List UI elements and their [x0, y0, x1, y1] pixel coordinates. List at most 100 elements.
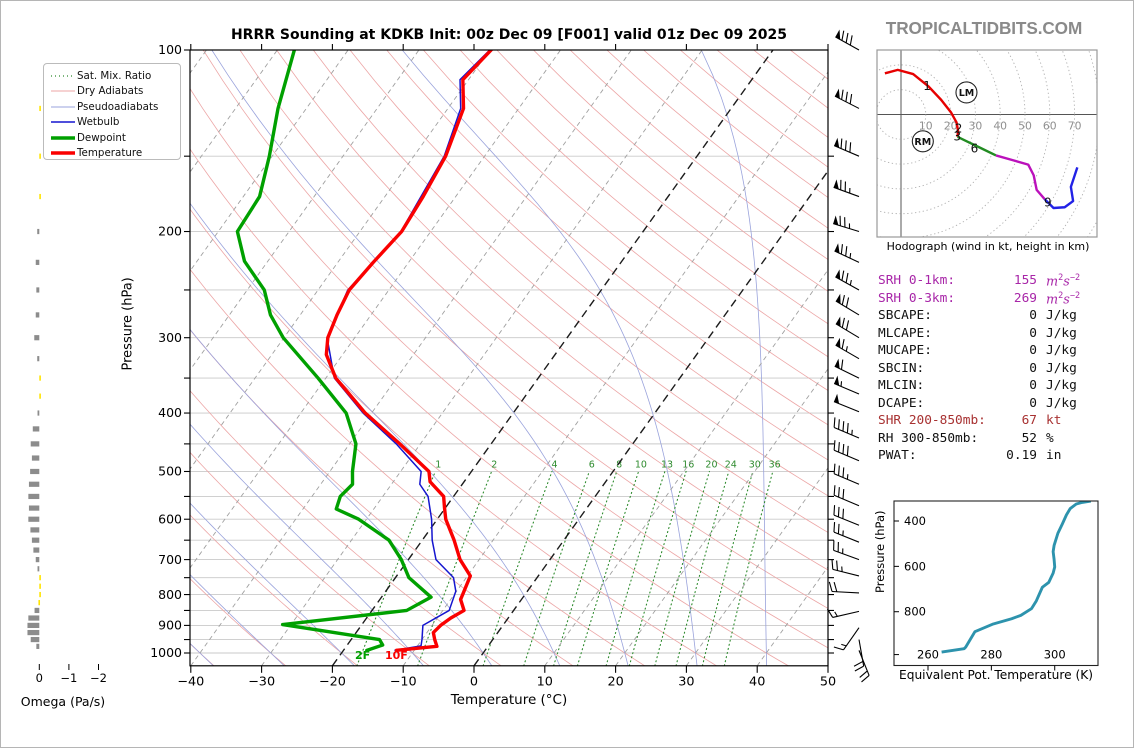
temperature-tick-label: −20 [319, 674, 346, 689]
hodograph-km-label: 2 [955, 121, 963, 135]
index-row-dcape: DCAPE: 0 J/kg [878, 396, 1098, 414]
legend-item-temperature: Temperature [44, 146, 180, 161]
mixing-ratio-label: 20 [705, 460, 717, 471]
barb-flag [834, 243, 840, 254]
legend-item-label: Dry Adiabats [77, 85, 144, 97]
index-label: PWAT: [878, 448, 917, 463]
omega-bar [34, 335, 40, 341]
pseudoadiabats-swatch [51, 106, 75, 107]
theta-e-curve [941, 501, 1092, 654]
pseudoadiabat-line [700, 50, 768, 666]
pressure-tick-label: 900 [158, 618, 182, 633]
legend-item-label: Temperature [77, 147, 143, 159]
hodograph-km-label: 3 [953, 129, 961, 143]
dry-adiabat-line [459, 50, 828, 358]
temperature-tick-label: 20 [607, 674, 623, 689]
skewt-plot-area: 1 2 4 6 8 10 13 16 20 24 30 36 [190, 50, 828, 666]
index-label: RH 300-850mb: [878, 430, 979, 446]
omega-bar [39, 375, 41, 381]
omega-bar [39, 393, 41, 399]
barb-flag [835, 269, 841, 280]
hodograph-km-label: 9 [1044, 195, 1052, 209]
temperature-curve [324, 50, 493, 653]
temperature-tick-label: −40 [177, 674, 204, 689]
wind-barb [833, 505, 860, 526]
index-unit: J/kg [1046, 378, 1077, 393]
temperature-tick-label: 0 [470, 674, 478, 689]
mixing-ratio-line [417, 470, 493, 666]
mixing-ratio-line [675, 470, 730, 666]
pseudoadiabat-line [211, 50, 629, 666]
dry-adiabat-line [190, 578, 287, 666]
wind-barb [833, 463, 860, 485]
mixing-ratio-label: 8 [616, 460, 622, 471]
mixing-ratio-label: 24 [725, 460, 737, 471]
wind-barb [831, 559, 860, 577]
pressure-tick-label: 200 [158, 224, 182, 239]
omega-bar [28, 505, 40, 511]
hodograph-panel: 10 20 30 40 50 60 70 1 236 9 LM RM [876, 49, 1098, 238]
wind-barb [828, 581, 860, 594]
barb-flag [834, 137, 840, 148]
wind-barb [833, 522, 860, 543]
pressure-tick-label: 700 [158, 552, 182, 567]
dry-adiabat-line [190, 148, 789, 666]
dry-adiabats-swatch [51, 90, 75, 92]
index-value: 0 [1029, 325, 1037, 341]
wind-barb [853, 639, 865, 672]
pseudoadiabat-line [190, 328, 493, 666]
isotherm-line [261, 50, 703, 666]
hodograph-km-label: 6 [971, 141, 979, 155]
omega-bar [31, 537, 40, 543]
mixing-ratio-label: 1 [435, 460, 441, 471]
barb-flag [833, 179, 839, 190]
mixing-ratio-line [576, 470, 640, 666]
index-row-sbcape: SBCAPE: 0 J/kg [878, 308, 1098, 326]
surface-dewpoint-label: 2F [355, 649, 371, 662]
omega-bar [30, 441, 40, 447]
omega-bar [39, 153, 41, 159]
index-value: 269 [1013, 290, 1037, 306]
pseudoadiabat-line [190, 423, 424, 666]
wind-barb [835, 269, 860, 291]
index-value: 0 [1029, 378, 1037, 393]
wind-barb [833, 393, 860, 413]
index-unit: m2s−2 [1046, 290, 1081, 307]
theta-e-x-tick-label: 280 [980, 648, 1002, 662]
index-unit: m2s−2 [1046, 273, 1081, 290]
index-row-mlcape: MLCAPE: 0 J/kg [878, 326, 1098, 344]
pressure-tick-label: 800 [158, 587, 182, 602]
index-value: 0.19 [1006, 448, 1037, 463]
index-value: 67 [1021, 413, 1037, 428]
wind-barb [833, 215, 860, 233]
wind-barb [833, 375, 860, 395]
wind-barb [835, 293, 860, 316]
dry-adiabat-line [202, 50, 828, 609]
index-row-mlcin: MLCIN: 0 J/kg [878, 378, 1098, 396]
dewpoint-curve [235, 50, 433, 653]
pressure-axis-label: Pressure (hPa) [120, 277, 136, 371]
omega-bar [39, 575, 41, 581]
omega-bar [33, 547, 40, 553]
hodograph-ring-label: 10 [919, 120, 933, 133]
theta-e-y-tick-label: 800 [904, 605, 926, 619]
theta-e-border [893, 500, 1099, 667]
index-label: SRH 0-1km: [878, 273, 956, 288]
index-row-pwat: PWAT: 0.19 in [878, 448, 1098, 466]
isotherm-line [190, 50, 420, 371]
index-label: SHR 200-850mb: [878, 413, 986, 428]
omega-bar [37, 228, 40, 235]
legend-item-label: Pseudoadiabats [77, 100, 159, 113]
wind-barb [833, 137, 860, 157]
wind-barb [835, 337, 860, 360]
barb-flag [833, 393, 840, 404]
theta-e-x-axis-label: Equivalent Pot. Temperature (K) [899, 668, 1093, 682]
index-row-sbcin: SBCIN: 0 J/kg [878, 361, 1098, 379]
index-unit: J/kg [1046, 360, 1077, 376]
storm-motion-label: LM [959, 88, 975, 99]
mixing-ratio-label: 6 [589, 460, 595, 471]
index-label: DCAPE: [878, 395, 925, 411]
mixing-ratio-label: 16 [682, 460, 694, 471]
hodograph-ring [877, 50, 976, 190]
